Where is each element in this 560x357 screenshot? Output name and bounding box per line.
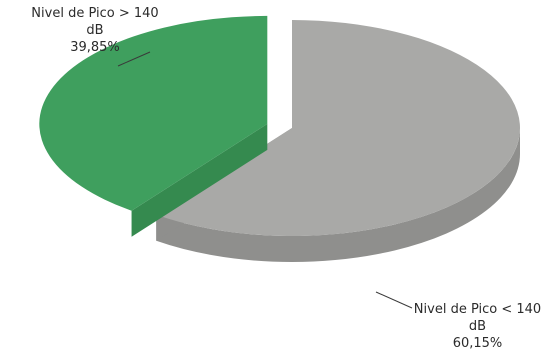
slice-peak-above-140-top (39, 15, 268, 211)
slice-percent-peak-below-140: 60,15% (452, 336, 503, 351)
leader-line-peak-above-140 (117, 51, 151, 67)
pie-slices (39, 15, 520, 262)
leader-lines (117, 51, 413, 309)
slice-label-peak-above-140: Nivel de Pico > 140 dB 39,85% (20, 5, 170, 56)
leader-line-peak-below-140 (375, 291, 413, 309)
slice-peak-below-140-top (156, 20, 520, 236)
slice-label-peak-below-140-line2: dB (468, 319, 487, 334)
slice-label-peak-below-140-line1: Nivel de Pico < 140 (413, 302, 542, 317)
slice-label-peak-above-140-line2: dB (86, 23, 104, 38)
slice-label-peak-below-140: Nivel de Pico < 140 dB 60,15% (400, 301, 555, 352)
slice-percent-peak-above-140: 39,85% (70, 40, 120, 55)
slice-peak-above-140-cut-face (131, 123, 268, 237)
slice-peak-below-140 (156, 20, 520, 262)
slice-peak-above-140 (39, 15, 268, 237)
slice-peak-below-140-side (156, 128, 520, 262)
slice-label-peak-above-140-line1: Nivel de Pico > 140 (31, 6, 159, 21)
